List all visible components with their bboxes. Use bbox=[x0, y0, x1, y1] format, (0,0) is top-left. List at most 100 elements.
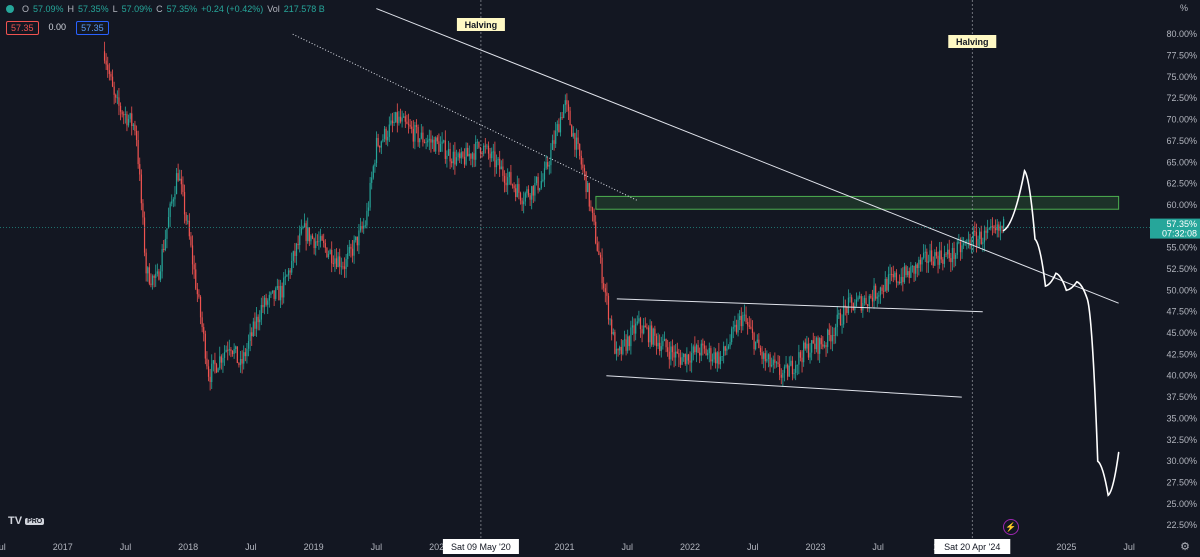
y-tick-label: 37.50% bbox=[1166, 392, 1197, 402]
candle-body bbox=[335, 258, 338, 267]
candle-body bbox=[702, 343, 704, 346]
candle-body bbox=[471, 153, 474, 159]
halving-label-bg bbox=[948, 35, 997, 48]
high-label: H bbox=[67, 4, 75, 14]
candle-body bbox=[142, 203, 144, 218]
sell-price-box[interactable]: 57.35 bbox=[6, 21, 39, 35]
candle-body bbox=[118, 97, 120, 106]
candle-body bbox=[806, 343, 808, 349]
candle-body bbox=[591, 207, 594, 213]
candle-body bbox=[927, 261, 930, 263]
candle-body bbox=[619, 346, 621, 351]
candle-body bbox=[620, 346, 622, 354]
candle-body bbox=[979, 231, 981, 239]
candle-body bbox=[567, 104, 570, 111]
candle-body bbox=[686, 354, 688, 364]
candle-body bbox=[491, 151, 493, 159]
x-tick-label: 2022 bbox=[680, 542, 700, 552]
candle-body bbox=[857, 297, 859, 300]
candle-body bbox=[281, 285, 283, 298]
candle-body bbox=[327, 254, 330, 258]
candle-body bbox=[419, 138, 421, 143]
candle-body bbox=[937, 255, 939, 265]
candle-body bbox=[745, 314, 747, 322]
candle-body bbox=[539, 188, 541, 191]
buy-price-box[interactable]: 57.35 bbox=[76, 21, 109, 35]
candle-body bbox=[759, 348, 762, 353]
candle-body bbox=[575, 137, 578, 150]
candle-body bbox=[606, 292, 608, 296]
candle-body bbox=[926, 251, 928, 263]
candle-body bbox=[918, 259, 920, 269]
candle-body bbox=[425, 142, 427, 144]
candle-body bbox=[796, 364, 798, 366]
candle-body bbox=[852, 302, 854, 311]
candle-body bbox=[939, 250, 941, 265]
lightning-icon[interactable]: ⚡ bbox=[1003, 519, 1019, 535]
candle-body bbox=[945, 253, 947, 255]
candle-body bbox=[894, 272, 896, 278]
candle-body bbox=[235, 346, 237, 349]
candle-body bbox=[820, 338, 822, 345]
gear-icon[interactable]: ⚙ bbox=[1180, 541, 1190, 553]
candle-body bbox=[483, 145, 485, 154]
candle-body bbox=[551, 140, 554, 150]
candle-body bbox=[777, 362, 779, 365]
candle-body bbox=[463, 156, 466, 165]
candle-body bbox=[995, 228, 997, 231]
candle-body bbox=[219, 356, 221, 369]
candle-body bbox=[241, 359, 243, 364]
candle-body bbox=[884, 278, 886, 292]
candle-body bbox=[889, 274, 891, 275]
candle-body bbox=[599, 254, 602, 258]
candle-body bbox=[807, 343, 810, 358]
candle-body bbox=[159, 271, 162, 280]
candle-body bbox=[305, 223, 307, 241]
candle-body bbox=[542, 179, 544, 182]
candle-body bbox=[518, 184, 520, 193]
y-tick-label: 22.50% bbox=[1166, 520, 1197, 530]
candle-body bbox=[532, 186, 534, 196]
candle-body bbox=[646, 327, 648, 329]
candle-body bbox=[347, 253, 349, 260]
x-tick-label: Jul bbox=[0, 542, 6, 552]
candle-body bbox=[249, 332, 251, 342]
candle-body bbox=[830, 334, 832, 342]
halving-label: Halving bbox=[465, 20, 498, 30]
candle-body bbox=[150, 283, 152, 285]
candle-body bbox=[409, 124, 411, 127]
y-tick-label: 75.00% bbox=[1166, 72, 1197, 82]
candle-body bbox=[534, 183, 536, 196]
candle-body bbox=[119, 105, 122, 112]
candle-body bbox=[342, 266, 344, 268]
candle-body bbox=[423, 142, 426, 144]
candle-body bbox=[635, 323, 637, 334]
candle-body bbox=[481, 153, 483, 155]
x-tick-label: 2025 bbox=[1056, 542, 1076, 552]
candle-body bbox=[873, 285, 875, 302]
candle-body bbox=[107, 64, 109, 71]
candle-body bbox=[126, 114, 128, 126]
candle-body bbox=[201, 317, 203, 328]
candle-body bbox=[705, 348, 707, 356]
candle-body bbox=[105, 60, 107, 65]
candle-body bbox=[372, 166, 374, 178]
candle-body bbox=[947, 249, 949, 255]
x-tick-label: Jul bbox=[120, 542, 132, 552]
candle-body bbox=[867, 304, 869, 307]
x-tick-label: Jul bbox=[747, 542, 759, 552]
candle-body bbox=[644, 325, 646, 328]
candle-body bbox=[286, 275, 288, 277]
candle-body bbox=[723, 346, 725, 357]
candle-body bbox=[217, 368, 219, 373]
candle-body bbox=[601, 257, 603, 284]
candle-body bbox=[254, 321, 256, 329]
y-tick-label: 72.50% bbox=[1166, 93, 1197, 103]
candle-body bbox=[307, 227, 309, 241]
order-price-boxes: 57.35 0.00 57.35 bbox=[6, 21, 109, 35]
candle-body bbox=[742, 315, 744, 327]
candle-body bbox=[695, 345, 698, 353]
candle-body bbox=[225, 349, 227, 352]
candle-body bbox=[529, 195, 531, 200]
